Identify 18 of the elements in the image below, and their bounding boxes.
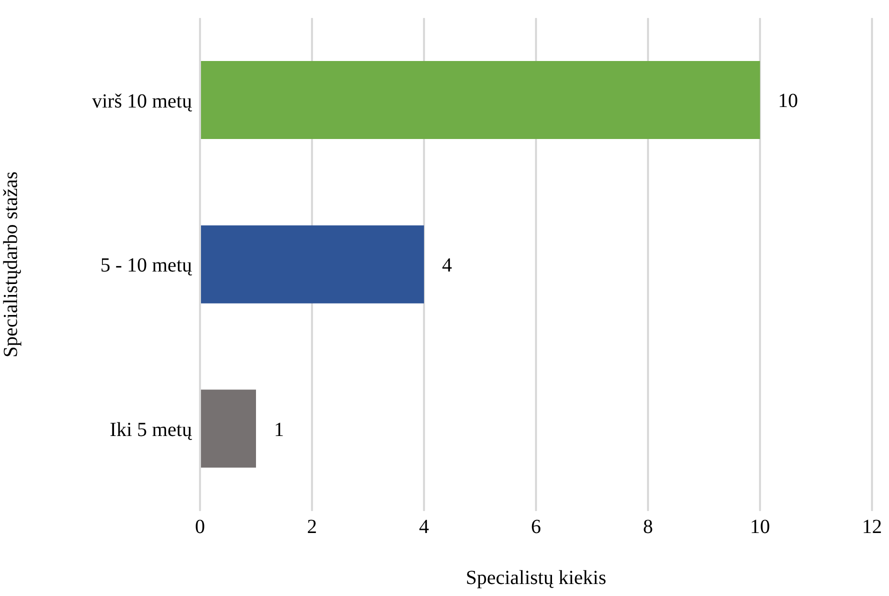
data-label: 1: [274, 418, 284, 441]
x-tick-label: 6: [531, 516, 541, 538]
data-label: 4: [442, 254, 452, 276]
x-tick-label: 10: [750, 516, 770, 538]
y-tick-label: 5 - 10 metų: [100, 254, 193, 277]
x-axis-title: Specialistų kiekis: [466, 567, 606, 589]
data-label: 10: [778, 90, 798, 112]
bar: [200, 61, 760, 139]
x-tick-label: 8: [643, 516, 653, 538]
y-tick-label: virš 10 metų: [92, 90, 193, 112]
x-tick-label: 12: [862, 516, 882, 538]
y-tick-label: Iki 5 metų: [110, 418, 193, 441]
bar: [200, 225, 424, 304]
x-tick-label: 2: [307, 516, 317, 538]
x-tick-label: 0: [195, 516, 205, 538]
x-tick-label: 4: [419, 516, 429, 538]
bar: [200, 390, 256, 468]
y-axis-title: Specialistųdarbo stažas: [0, 171, 22, 358]
